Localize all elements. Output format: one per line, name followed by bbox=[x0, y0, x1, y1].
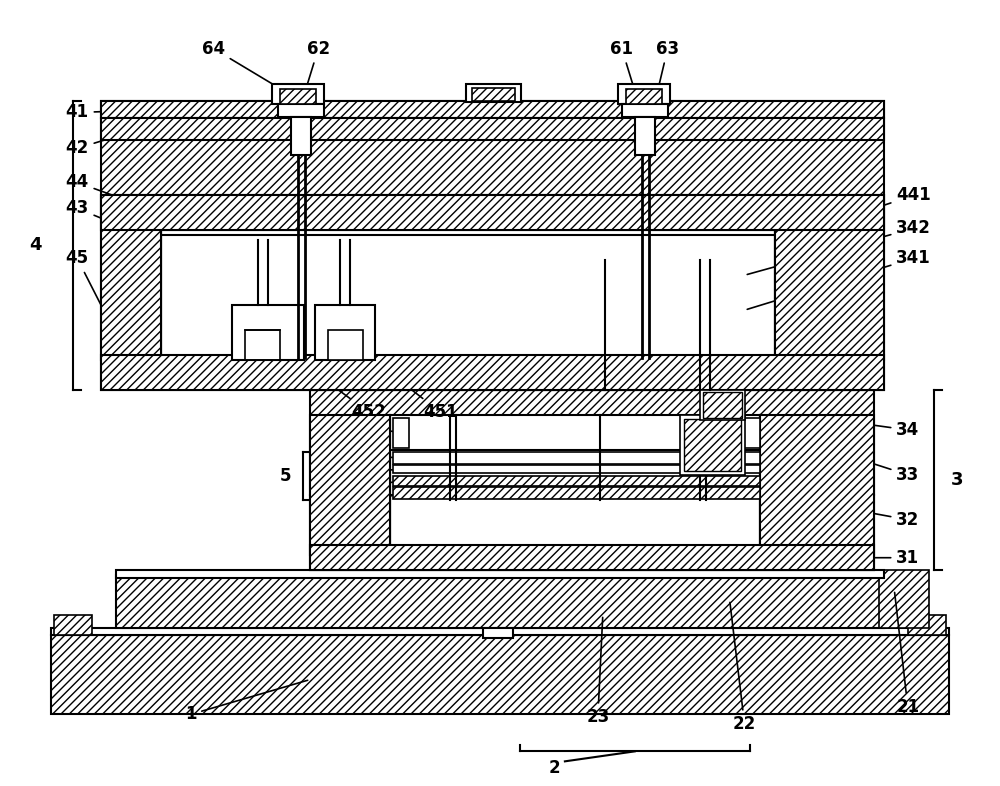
Bar bbox=[618, 83, 670, 104]
Bar bbox=[703, 392, 742, 418]
Bar bbox=[51, 634, 949, 714]
Bar bbox=[272, 83, 324, 104]
Bar bbox=[291, 117, 311, 156]
Text: 5: 5 bbox=[280, 467, 291, 485]
Text: 23: 23 bbox=[586, 617, 609, 726]
Text: 43: 43 bbox=[65, 200, 160, 242]
Bar bbox=[116, 570, 884, 578]
Bar bbox=[700, 390, 745, 420]
Bar bbox=[315, 305, 375, 360]
Bar bbox=[232, 305, 304, 360]
Text: 441: 441 bbox=[802, 186, 931, 233]
Bar bbox=[635, 117, 655, 156]
Bar bbox=[680, 415, 745, 475]
Bar bbox=[466, 83, 521, 101]
Text: 51: 51 bbox=[337, 446, 397, 464]
Bar bbox=[310, 390, 874, 570]
Bar bbox=[393, 418, 409, 448]
Text: 341: 341 bbox=[747, 249, 931, 310]
Bar bbox=[101, 196, 161, 360]
Bar bbox=[278, 104, 324, 117]
Bar bbox=[483, 627, 513, 637]
Bar bbox=[622, 104, 668, 117]
Bar bbox=[760, 415, 874, 555]
Text: 451: 451 bbox=[347, 340, 457, 421]
Text: 22: 22 bbox=[730, 602, 756, 733]
Text: 2: 2 bbox=[549, 759, 561, 777]
Text: 21: 21 bbox=[895, 593, 919, 717]
Bar bbox=[626, 89, 662, 104]
Bar bbox=[245, 330, 280, 360]
Bar bbox=[116, 575, 884, 627]
Bar bbox=[280, 89, 316, 104]
Text: 31: 31 bbox=[802, 549, 919, 567]
Text: 54: 54 bbox=[337, 494, 398, 519]
Text: 4: 4 bbox=[30, 237, 42, 254]
Text: 41: 41 bbox=[66, 104, 133, 122]
Bar bbox=[101, 101, 884, 390]
Bar bbox=[310, 545, 874, 570]
Bar bbox=[101, 119, 884, 141]
Text: 342: 342 bbox=[747, 219, 931, 274]
Text: 32: 32 bbox=[802, 501, 920, 529]
Bar bbox=[908, 615, 946, 634]
Text: 64: 64 bbox=[202, 39, 281, 89]
Text: 62: 62 bbox=[303, 39, 330, 98]
Bar bbox=[101, 101, 884, 119]
Bar bbox=[879, 570, 929, 627]
Text: 52: 52 bbox=[337, 461, 397, 479]
Bar bbox=[161, 196, 775, 360]
Bar bbox=[393, 452, 760, 464]
Bar bbox=[393, 487, 760, 499]
Bar bbox=[51, 627, 949, 634]
Text: 55: 55 bbox=[337, 419, 397, 437]
Text: 452: 452 bbox=[271, 340, 386, 421]
Text: 53: 53 bbox=[337, 481, 397, 499]
Bar bbox=[684, 419, 741, 471]
Text: 34: 34 bbox=[802, 415, 920, 439]
Bar bbox=[472, 87, 515, 101]
Bar bbox=[101, 355, 884, 390]
Bar bbox=[744, 418, 760, 448]
Bar bbox=[390, 415, 760, 555]
Text: 3: 3 bbox=[951, 471, 963, 489]
Text: 1: 1 bbox=[185, 680, 308, 723]
Text: 44: 44 bbox=[65, 174, 160, 212]
Bar bbox=[54, 615, 92, 634]
Text: 63: 63 bbox=[656, 39, 679, 88]
Text: 61: 61 bbox=[610, 39, 637, 98]
Bar bbox=[310, 415, 390, 555]
Bar bbox=[775, 196, 884, 360]
Text: 45: 45 bbox=[66, 249, 134, 370]
Text: 33: 33 bbox=[802, 441, 920, 484]
Bar bbox=[328, 330, 363, 360]
Text: 42: 42 bbox=[65, 131, 133, 157]
Bar bbox=[393, 465, 760, 473]
Bar bbox=[393, 476, 760, 486]
Bar bbox=[101, 196, 884, 230]
